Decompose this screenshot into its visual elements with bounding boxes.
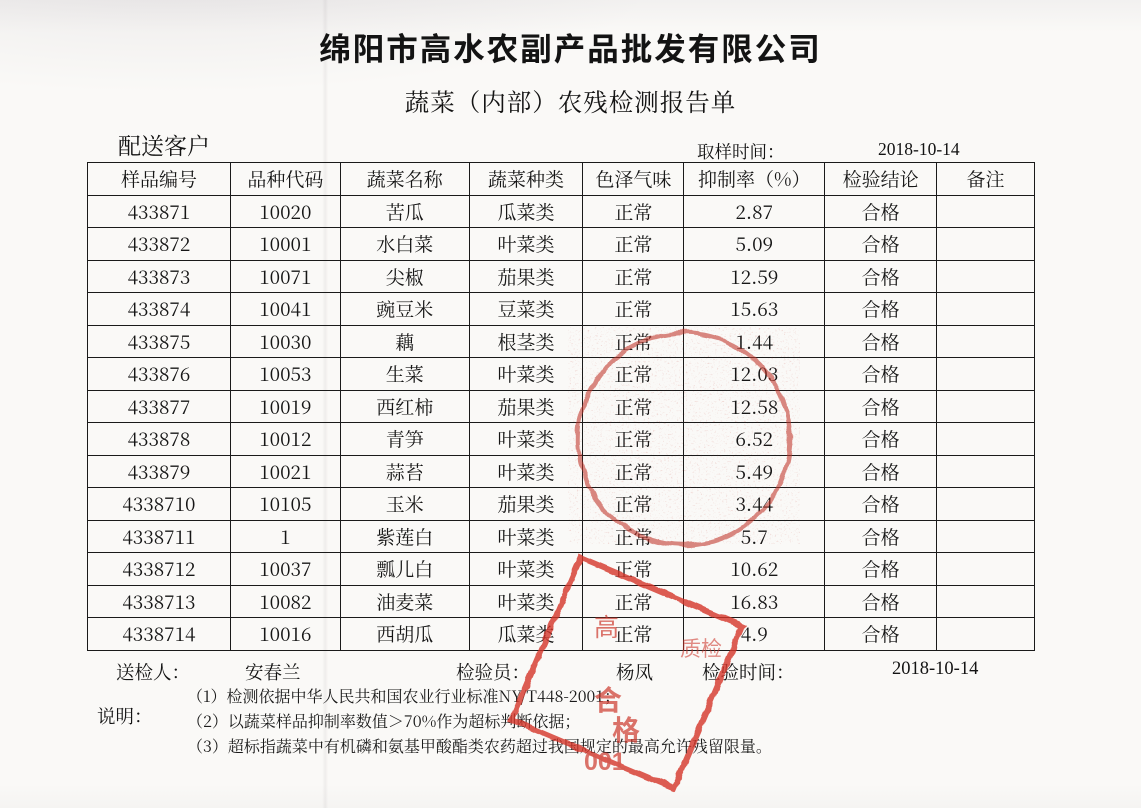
svg-text:格: 格 (612, 709, 640, 749)
svg-text:高: 高 (594, 608, 620, 644)
svg-text:001: 001 (584, 748, 626, 776)
svg-text:质检: 质检 (680, 633, 722, 663)
